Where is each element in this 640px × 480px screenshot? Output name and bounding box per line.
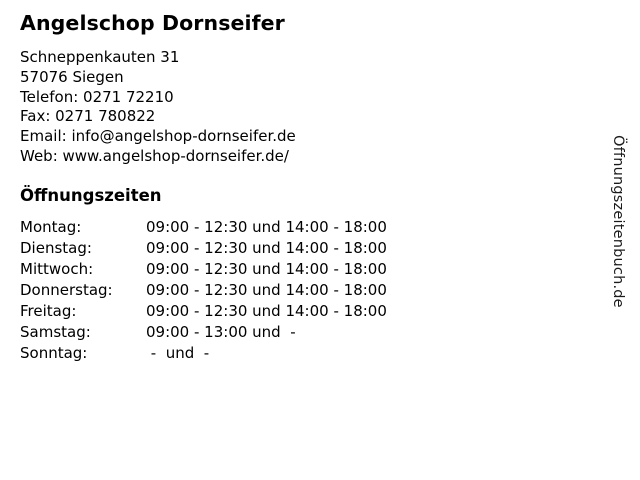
day-label: Samstag: — [20, 322, 91, 341]
address-fax: Fax: 0271 780822 — [20, 107, 156, 126]
table-row: Samstag: 09:00 - 13:00 und - — [20, 322, 387, 343]
table-row: Freitag: 09:00 - 12:30 und 14:00 - 18:00 — [20, 301, 387, 322]
opening-hours-heading: Öffnungszeiten — [20, 185, 162, 205]
day-times: - und - — [146, 343, 210, 362]
address-street: Schneppenkauten 31 — [20, 48, 180, 66]
day-label: Donnerstag: — [20, 280, 113, 299]
opening-hours-table: Montag: 09:00 - 12:30 und 14:00 - 18:00 … — [20, 217, 387, 364]
address-block: Schneppenkauten 31 57076 Siegen Telefon:… — [20, 48, 580, 167]
day-label: Mittwoch: — [20, 259, 94, 278]
address-city: 57076 Siegen — [20, 67, 124, 86]
day-label: Sonntag: — [20, 343, 88, 362]
business-info-panel: Angelschop Dornseifer Schneppenkauten 31… — [20, 10, 580, 364]
day-times: 09:00 - 12:30 und 14:00 - 18:00 — [146, 238, 387, 257]
page-title: Angelschop Dornseifer — [20, 11, 285, 35]
table-row: Mittwoch: 09:00 - 12:30 und 14:00 - 18:0… — [20, 259, 387, 280]
day-label: Freitag: — [20, 301, 77, 320]
day-label: Dienstag: — [20, 238, 92, 257]
day-times: 09:00 - 12:30 und 14:00 - 18:00 — [146, 259, 387, 278]
watermark-label: Öffnungszeitenbuch.de — [610, 135, 626, 308]
opening-hours-body: Montag: 09:00 - 12:30 und 14:00 - 18:00 … — [20, 217, 387, 364]
table-row: Donnerstag: 09:00 - 12:30 und 14:00 - 18… — [20, 280, 387, 301]
day-times: 09:00 - 12:30 und 14:00 - 18:00 — [146, 280, 387, 299]
address-web: Web: www.angelshop-dornseifer.de/ — [20, 146, 289, 165]
table-row: Dienstag: 09:00 - 12:30 und 14:00 - 18:0… — [20, 238, 387, 259]
day-times: 09:00 - 12:30 und 14:00 - 18:00 — [146, 217, 387, 236]
address-phone: Telefon: 0271 72210 — [20, 87, 174, 106]
table-row: Montag: 09:00 - 12:30 und 14:00 - 18:00 — [20, 217, 387, 238]
watermark: Öffnungszeitenbuch.de — [608, 135, 632, 335]
day-times: 09:00 - 13:00 und - — [146, 322, 296, 341]
day-times: 09:00 - 12:30 und 14:00 - 18:00 — [146, 301, 387, 320]
address-email: Email: info@angelshop-dornseifer.de — [20, 127, 296, 146]
table-row: Sonntag: - und - — [20, 343, 387, 364]
day-label: Montag: — [20, 217, 82, 236]
